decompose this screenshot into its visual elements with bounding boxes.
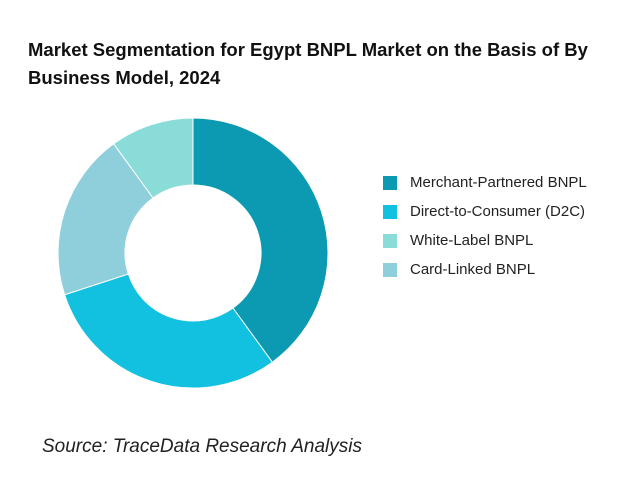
- legend-swatch: [383, 176, 397, 190]
- legend-label: Card-Linked BNPL: [410, 261, 535, 278]
- legend-label: Merchant-Partnered BNPL: [410, 174, 587, 191]
- donut-slice: [112, 117, 194, 199]
- legend-swatch: [383, 205, 397, 219]
- legend-swatch: [383, 263, 397, 277]
- chart-title: Market Segmentation for Egypt BNPL Marke…: [28, 39, 588, 88]
- donut-slice: [192, 117, 329, 363]
- donut-slice: [63, 273, 274, 389]
- donut-slice: [57, 143, 154, 296]
- legend-label: Direct-to-Consumer (D2C): [410, 203, 585, 220]
- source-note: Source: TraceData Research Analysis: [42, 436, 362, 457]
- legend-label: White-Label BNPL: [410, 232, 533, 249]
- legend-swatch: [383, 234, 397, 248]
